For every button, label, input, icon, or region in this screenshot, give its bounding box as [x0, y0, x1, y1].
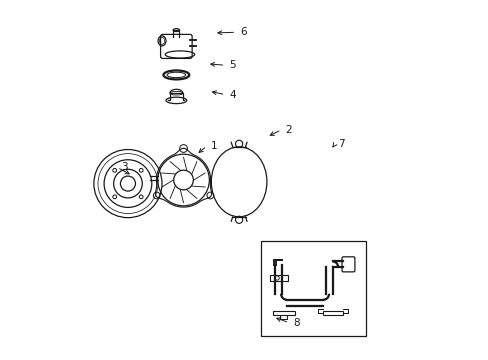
Bar — [273, 311, 294, 315]
Bar — [322, 311, 342, 315]
Text: 4: 4 — [228, 90, 235, 100]
Text: 7: 7 — [338, 139, 345, 149]
Text: 6: 6 — [239, 27, 246, 37]
Text: 5: 5 — [228, 60, 235, 70]
Text: 8: 8 — [292, 318, 299, 328]
Text: 1: 1 — [210, 141, 217, 151]
Text: 3: 3 — [121, 162, 127, 172]
Bar — [269, 275, 287, 281]
Text: 2: 2 — [285, 125, 291, 135]
Bar — [260, 241, 366, 336]
